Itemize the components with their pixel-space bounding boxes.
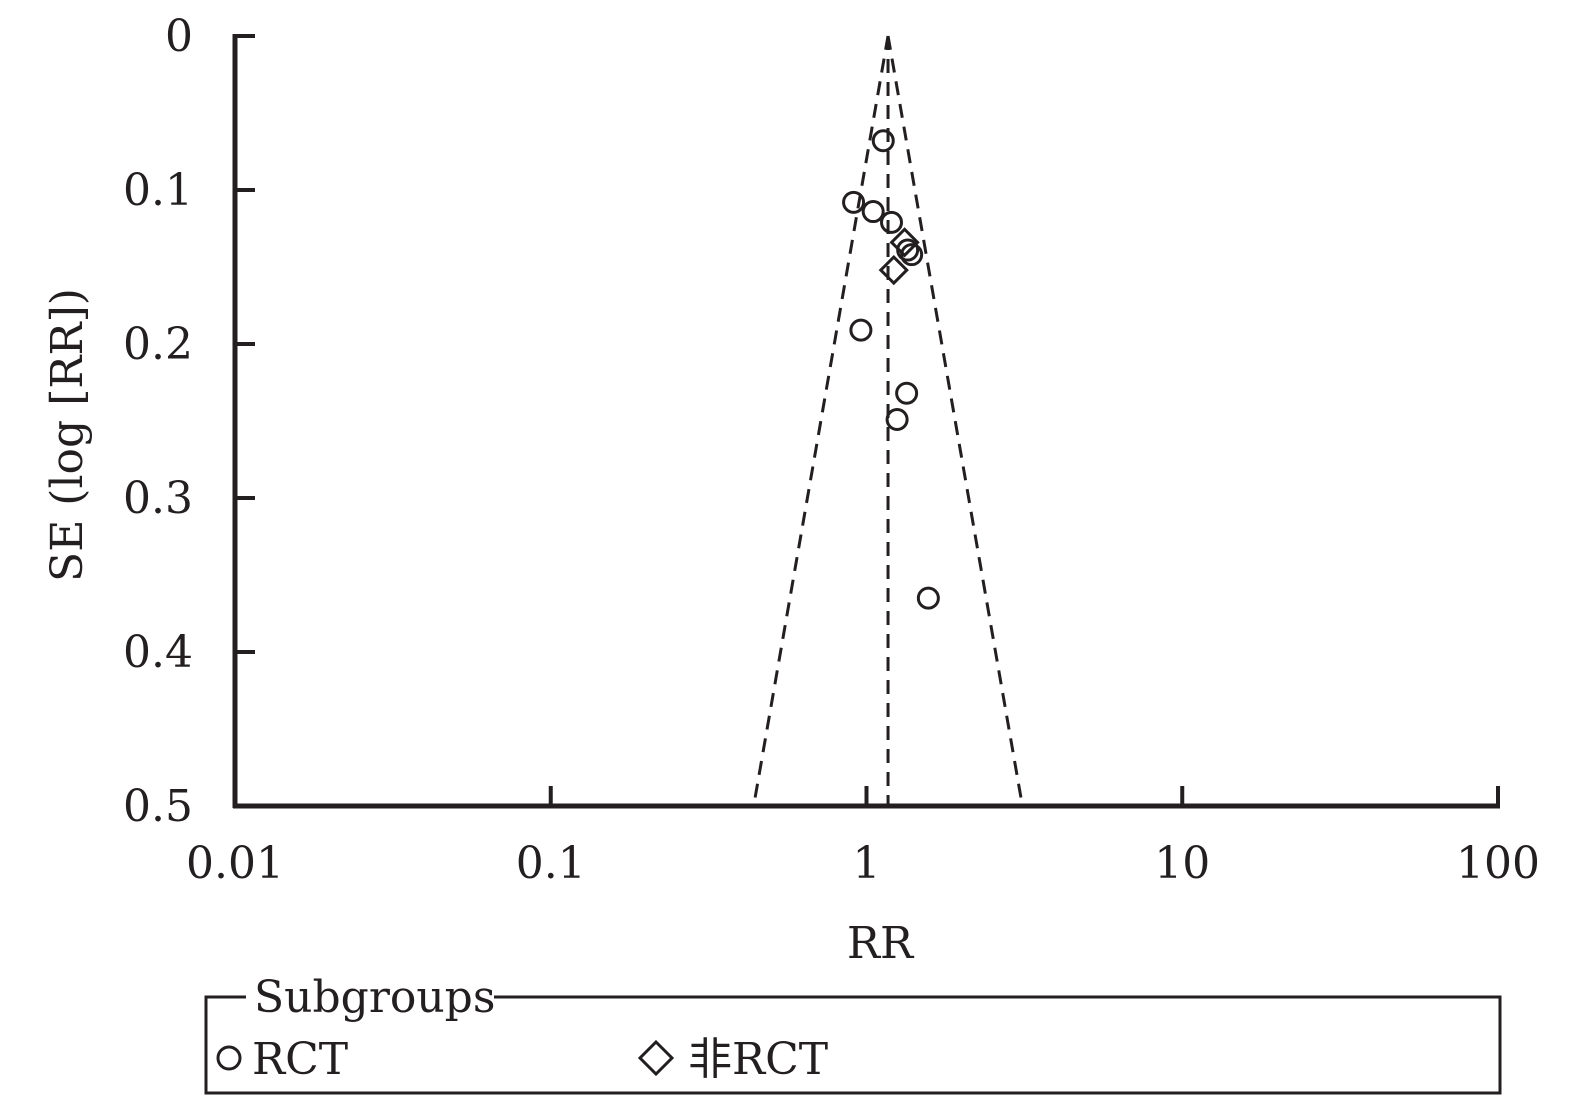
legend-title: Subgroups bbox=[254, 972, 495, 1023]
rct-point bbox=[861, 200, 885, 224]
plot-frame bbox=[232, 34, 1500, 809]
y-tick-label: 0.1 bbox=[123, 165, 193, 216]
legend-box bbox=[204, 995, 1502, 1095]
rct-point bbox=[842, 190, 866, 214]
data-points bbox=[842, 129, 940, 610]
rct-point bbox=[916, 586, 940, 610]
legend-title-backdrop bbox=[246, 970, 494, 1020]
x-tick-label: 0.1 bbox=[516, 838, 586, 889]
y-tick-label: 0.4 bbox=[123, 627, 193, 678]
x-tick-label: 1 bbox=[853, 838, 881, 889]
x-tick-label: 0.01 bbox=[186, 838, 284, 889]
legend-rct-marker bbox=[216, 1045, 242, 1071]
nonrct-point bbox=[889, 227, 920, 258]
legend-nonrct-marker bbox=[637, 1039, 675, 1077]
y-tick-label: 0.5 bbox=[123, 781, 193, 832]
legend: Subgroups RCT 非RCT bbox=[204, 970, 1502, 1095]
x-tick-label: 10 bbox=[1154, 838, 1210, 889]
lower-confidence-line bbox=[752, 35, 890, 807]
y-tick-label: 0 bbox=[165, 11, 193, 62]
rct-point bbox=[849, 318, 873, 342]
axis-ticks: 0 0.1 0.2 0.3 0.4 0.5 0.01 0.1 1 10 100 bbox=[123, 11, 1540, 889]
rct-point bbox=[871, 129, 895, 153]
rct-point bbox=[885, 407, 909, 431]
nonrct-point bbox=[878, 254, 909, 286]
legend-rct-label: RCT bbox=[252, 1034, 348, 1085]
x-axis-title: RR bbox=[847, 918, 915, 969]
rct-point bbox=[880, 210, 904, 234]
legend-nonrct-label: 非RCT bbox=[688, 1034, 828, 1085]
rct-point bbox=[895, 381, 919, 405]
y-tick-label: 0.2 bbox=[123, 319, 193, 370]
y-tick-label: 0.3 bbox=[123, 473, 193, 524]
upper-confidence-line bbox=[886, 35, 1024, 807]
x-tick-label: 100 bbox=[1456, 838, 1540, 889]
funnel-lines bbox=[752, 35, 1024, 807]
rct-point bbox=[900, 243, 924, 267]
y-axis-title: SE (log [RR]) bbox=[42, 288, 93, 582]
